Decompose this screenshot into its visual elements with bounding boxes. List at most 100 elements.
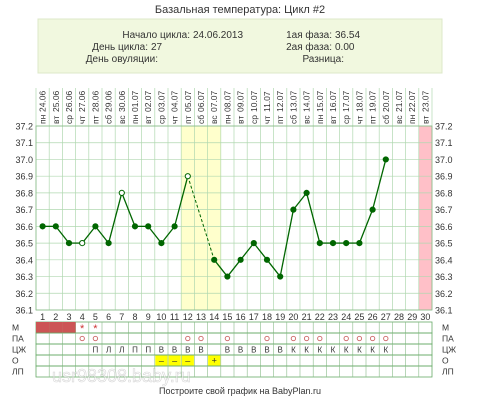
- row-label-left: М: [12, 323, 19, 333]
- y-tick-right: 36.5: [435, 239, 453, 249]
- mucus-mark: В: [264, 346, 269, 355]
- y-tick-right: 37.0: [435, 155, 453, 165]
- row-label-right: О: [442, 356, 449, 366]
- temp-segment: [147, 225, 162, 244]
- weekday-label: вт: [236, 116, 246, 124]
- day-number: 19: [275, 312, 285, 322]
- y-tick-right: 36.8: [435, 188, 453, 198]
- mucus-mark: П: [93, 346, 99, 355]
- temp-segment: [55, 225, 70, 244]
- weekday-label: ср: [156, 115, 166, 124]
- day-number: 28: [394, 312, 404, 322]
- temp-point: [184, 173, 191, 180]
- weekday-label: пн: [222, 114, 232, 124]
- temp-segment: [371, 159, 387, 210]
- temp-point: [356, 239, 363, 247]
- ovulation-test-mark: +: [212, 356, 217, 366]
- day-number: 3: [66, 312, 71, 322]
- temp-point: [52, 223, 59, 230]
- date-label: 11.07: [262, 91, 272, 112]
- day-number: 7: [119, 312, 124, 322]
- day-number: 30: [420, 312, 430, 322]
- day-number: 14: [209, 312, 219, 322]
- y-tick-right: 36.4: [435, 255, 453, 265]
- temp-point: [92, 223, 99, 230]
- date-label: 24.06: [38, 90, 48, 112]
- day-number: 11: [170, 312, 179, 322]
- y-tick-left: 36.5: [15, 239, 33, 249]
- date-label: 21.07: [394, 90, 404, 112]
- temp-point: [145, 223, 152, 230]
- ovulation-test-cell: [168, 355, 181, 366]
- date-label: 02.07: [143, 90, 153, 112]
- day-number: 10: [156, 312, 166, 322]
- mucus-mark: Л: [119, 346, 124, 355]
- weekday-label: вт: [51, 116, 61, 124]
- mucus-mark: К: [344, 346, 349, 355]
- cycle-day-value: 27: [151, 42, 163, 53]
- y-tick-left: 36.9: [15, 172, 33, 182]
- mucus-mark: Л: [106, 346, 111, 355]
- date-label: 08.07: [222, 90, 232, 112]
- mucus-mark: В: [159, 346, 164, 355]
- day-number: 29: [407, 312, 417, 322]
- date-label: 27.06: [77, 90, 87, 112]
- y-tick-left: 37.1: [15, 138, 33, 148]
- day-number: 23: [328, 312, 338, 322]
- weekday-label: ср: [249, 115, 259, 124]
- phase1-label: 1ая фаза:: [286, 29, 332, 41]
- date-label: 12.07: [275, 90, 285, 112]
- temp-point: [39, 223, 46, 230]
- date-label: 29.06: [104, 90, 114, 112]
- day-number: 27: [381, 312, 391, 322]
- temp-segment: [213, 259, 228, 277]
- weekday-label: вс: [117, 115, 127, 124]
- ovulation-test-mark: –: [159, 356, 164, 366]
- day-number: 5: [93, 312, 98, 322]
- temp-segment: [173, 176, 189, 227]
- weekday-label: сб: [381, 115, 391, 124]
- date-label: 18.07: [354, 90, 364, 112]
- temp-point: [329, 239, 337, 247]
- mucus-mark: К: [304, 346, 309, 355]
- mucus-mark: В: [198, 346, 203, 355]
- date-label: 16.07: [328, 90, 338, 112]
- temp-point: [79, 239, 86, 247]
- weekday-label: сб: [288, 115, 298, 124]
- weekday-label: сб: [104, 115, 114, 124]
- day-number: 4: [80, 312, 85, 322]
- mucus-mark: В: [238, 346, 243, 355]
- cycle-day-label: День цикла:: [92, 42, 148, 53]
- temp-segment: [107, 192, 123, 244]
- y-tick-left: 36.1: [15, 306, 33, 316]
- info-panel: [37, 18, 443, 74]
- y-tick-right: 37.1: [435, 138, 453, 148]
- plot-border: [35, 125, 433, 311]
- y-tick-left: 36.2: [15, 289, 33, 299]
- intercourse-mark: [264, 335, 270, 342]
- temp-segment: [279, 209, 295, 277]
- date-label: 28.06: [90, 90, 100, 112]
- footer-link[interactable]: Построите свой график на BabyPlan.ru: [159, 386, 321, 396]
- temp-segment: [305, 192, 321, 244]
- row-label-left: О: [12, 356, 19, 366]
- mucus-mark: К: [291, 346, 296, 355]
- day-number: 12: [183, 312, 193, 322]
- temp-point: [237, 256, 244, 263]
- phase1-value: 36.54: [335, 30, 360, 41]
- weekday-label: пт: [90, 115, 100, 124]
- intercourse-mark: [343, 335, 349, 342]
- intercourse-mark: [383, 335, 389, 342]
- date-label: 30.06: [117, 90, 127, 112]
- weekday-label: пн: [130, 114, 140, 124]
- row-label-left: ЛП: [12, 367, 24, 377]
- date-label: 07.07: [209, 90, 219, 112]
- temp-segment: [292, 192, 308, 211]
- day-number: 13: [196, 312, 206, 322]
- cycle-start-value: 24.06.2013: [193, 30, 243, 41]
- temp-segment: [94, 225, 110, 244]
- day-number: 24: [341, 312, 351, 322]
- weekday-label: вс: [394, 115, 404, 124]
- ovulation-test-cell: [181, 355, 194, 366]
- date-label: 14.07: [302, 90, 312, 112]
